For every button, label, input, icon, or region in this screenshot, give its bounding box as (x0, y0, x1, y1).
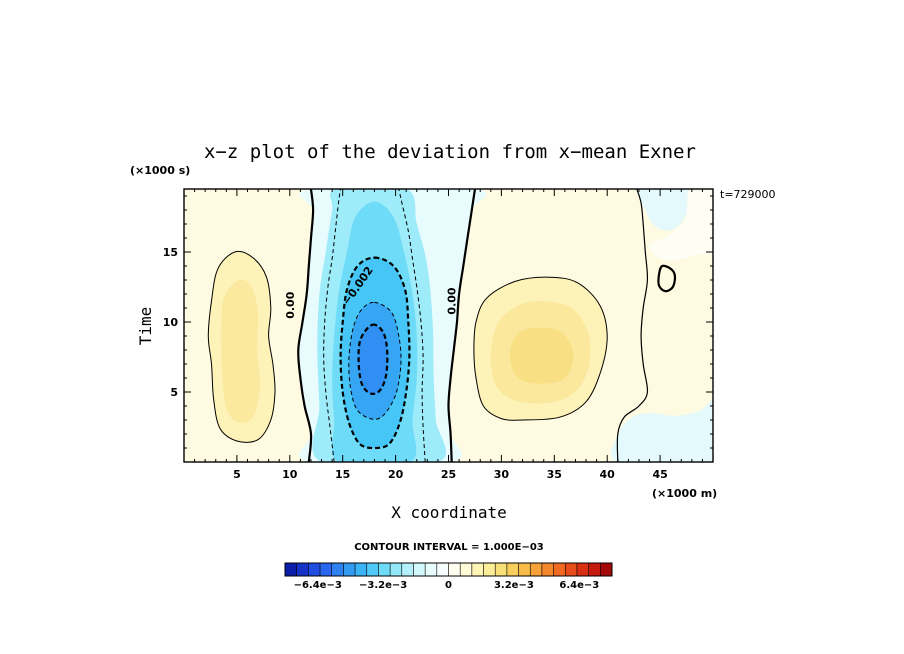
positive-contour-east (473, 276, 608, 421)
y-axis: 5 10 15 (163, 195, 713, 449)
colorbar-swatch (308, 562, 321, 577)
colorbar-swatch (494, 562, 508, 577)
x-tick-label: 30 (494, 468, 510, 481)
colorbar-swatch (366, 562, 379, 577)
colorbar-swatch (541, 562, 555, 577)
colorbar-swatch (564, 562, 578, 577)
zero-contour-middle (447, 189, 477, 462)
colorbar-swatch (576, 562, 590, 577)
x-tick-label: 45 (652, 468, 667, 481)
x-axis-unit: (×1000 m) (652, 487, 717, 500)
colorbar-swatch (471, 562, 485, 577)
time-stamp: t=729000 (720, 188, 776, 201)
colorbar-swatch (296, 562, 309, 577)
contour-label: 0.00 (446, 287, 459, 314)
colorbar-swatch (448, 562, 461, 577)
colorbar-swatch (389, 562, 403, 577)
zero-contour-west (297, 189, 315, 462)
colorbar-tick-label: 0 (445, 580, 452, 591)
negative-contour-1-east (398, 189, 426, 462)
x-tick-label: 15 (335, 468, 350, 481)
colorbar-swatch (459, 562, 473, 577)
filled-contours (208, 189, 713, 462)
x-axis-title: X coordinate (391, 503, 507, 522)
y-axis-title: Time (136, 307, 155, 346)
zero-contour-island (657, 264, 677, 293)
x-tick-label: 20 (388, 468, 404, 481)
colorbar-swatch (588, 562, 601, 577)
x-tick-label: 40 (600, 468, 616, 481)
contour-lines (207, 189, 677, 462)
chart-title: x−z plot of the deviation from x−mean Ex… (204, 141, 696, 163)
colorbar-swatch (424, 562, 438, 577)
east-lobe-band-3 (509, 327, 574, 384)
negative-contour-3 (348, 301, 402, 420)
northeast-negative-band (638, 189, 693, 231)
west-lobe-band-2 (220, 279, 261, 424)
colorbar-swatch (284, 562, 298, 577)
plot-area (184, 189, 713, 462)
colorbar-tick-label: 6.4e−3 (559, 580, 599, 591)
colorbar-tick-label: 3.2e−3 (494, 580, 534, 591)
colorbar-swatch (378, 562, 391, 577)
colorbar-swatch (553, 562, 566, 577)
trough-band-6 (358, 324, 388, 394)
colorbar-tick-labels: −6.4e−3 −3.2e−3 0 3.2e−3 6.4e−3 (294, 580, 600, 591)
colorbar-swatch (600, 562, 613, 577)
northeast-neutral-band (649, 189, 713, 261)
colorbar-swatch (413, 562, 426, 577)
x-tick-label: 35 (547, 468, 562, 481)
zero-contour-east (616, 189, 649, 462)
negative-contour-1-west (323, 189, 342, 462)
colorbar-swatch (518, 562, 531, 577)
colorbar-swatch (483, 562, 496, 577)
y-tick-label: 15 (163, 246, 178, 259)
contour-label: 0.00 (284, 291, 297, 318)
x-axis: 5 10 15 20 25 30 35 40 45 (194, 189, 703, 481)
y-tick-label: 10 (163, 316, 179, 329)
colorbar-swatch (343, 562, 356, 577)
colorbar-tick-label: −6.4e−3 (294, 580, 342, 591)
colorbar-swatch (529, 562, 543, 577)
negative-contour-4 (357, 323, 389, 395)
colorbar-swatch (506, 562, 520, 577)
colorbar-swatch (436, 562, 450, 577)
southeast-negative-band (610, 398, 713, 462)
y-axis-unit: (×1000 s) (130, 164, 190, 177)
negative-contour-2 (339, 256, 411, 450)
colorbar-swatch (354, 562, 368, 577)
colorbar-frame (284, 562, 613, 577)
colorbar-swatch (331, 562, 344, 577)
colorbar-swatch (401, 562, 414, 577)
contour-interval-text: CONTOUR INTERVAL = 1.000E−03 (354, 542, 544, 553)
x-tick-label: 5 (233, 468, 241, 481)
positive-contour-west (207, 250, 276, 443)
colorbar (284, 562, 613, 577)
x-tick-label: 25 (441, 468, 456, 481)
colorbar-tick-label: −3.2e−3 (359, 580, 407, 591)
colorbar-swatch (319, 562, 333, 577)
x-tick-label: 10 (282, 468, 298, 481)
y-tick-label: 5 (170, 386, 178, 399)
